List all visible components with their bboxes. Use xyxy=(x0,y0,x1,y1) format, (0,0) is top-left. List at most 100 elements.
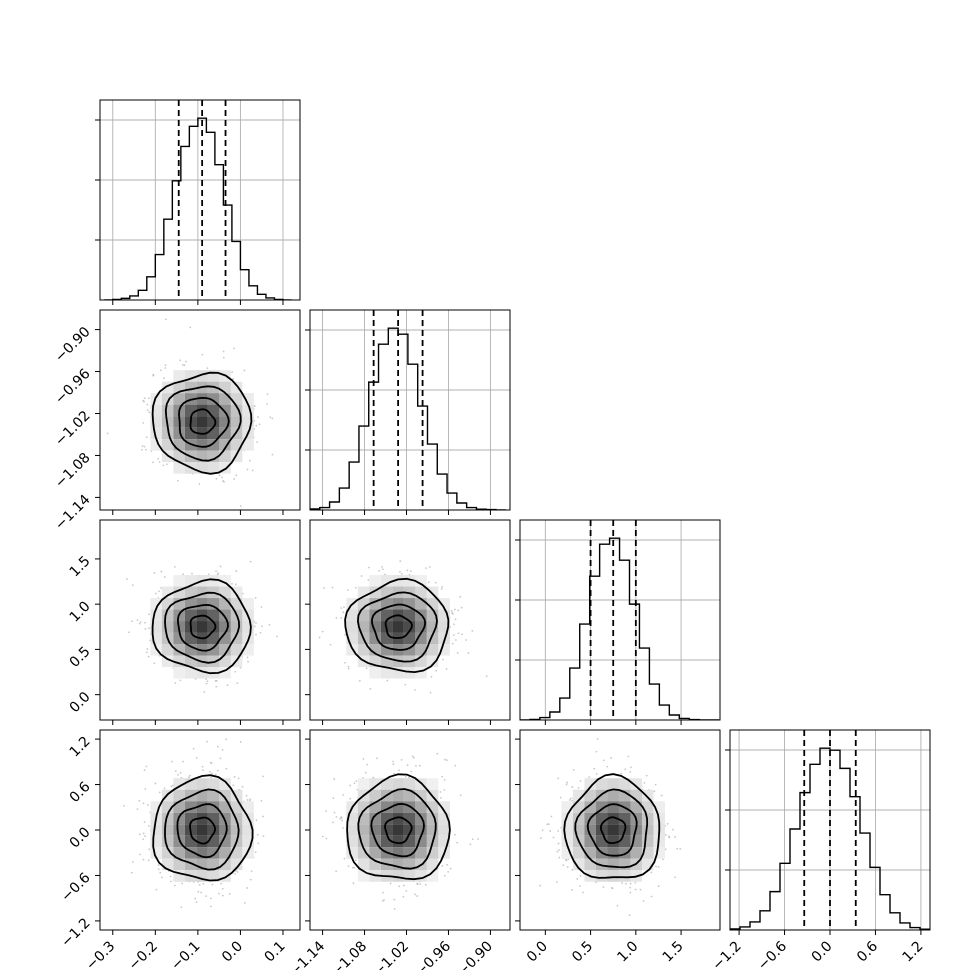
sample-point xyxy=(261,625,263,628)
density-cell xyxy=(173,586,185,599)
sample-point xyxy=(342,611,345,614)
density-cell xyxy=(161,858,174,871)
sample-point xyxy=(410,770,413,773)
contour-0 xyxy=(384,614,413,639)
density-cell xyxy=(369,847,381,859)
sample-point xyxy=(376,757,378,760)
x-tick-label: 0.0 xyxy=(809,938,836,965)
density-cell xyxy=(618,847,631,859)
sample-point xyxy=(414,689,416,691)
sample-point xyxy=(147,859,150,862)
sample-point xyxy=(567,858,570,861)
density-cell xyxy=(438,812,450,825)
sample-point xyxy=(146,403,149,406)
sample-point xyxy=(335,815,338,818)
density-cell xyxy=(207,824,220,836)
sample-point xyxy=(347,865,350,868)
sample-point xyxy=(143,821,146,823)
sample-point xyxy=(655,865,657,868)
density-cell xyxy=(150,439,162,451)
density-cell xyxy=(173,835,185,848)
sample-point xyxy=(214,773,217,776)
sample-point xyxy=(411,755,414,758)
sample-point xyxy=(142,858,145,861)
density-cell xyxy=(369,621,381,633)
y-tick-label: −1.02 xyxy=(52,408,94,450)
density-cell xyxy=(595,801,608,813)
sample-point xyxy=(666,822,669,825)
density-cell xyxy=(184,404,197,417)
y-tick-label: 0.6 xyxy=(67,779,94,806)
sample-point xyxy=(173,884,176,887)
density-cell xyxy=(403,621,416,633)
sample-point xyxy=(179,771,182,774)
sample-point xyxy=(362,757,365,760)
sample-point xyxy=(106,432,109,435)
density-cell xyxy=(426,644,439,656)
sample-point xyxy=(231,582,233,585)
sample-point xyxy=(457,632,460,635)
contour-1 xyxy=(586,803,638,857)
sample-point xyxy=(155,888,158,891)
density-cell xyxy=(184,835,197,848)
sample-point xyxy=(384,573,386,576)
histogram-1 xyxy=(310,327,506,510)
y-tick-label: 0.0 xyxy=(67,824,94,851)
density-cell xyxy=(653,801,665,813)
sample-point xyxy=(410,570,412,573)
density-cell xyxy=(415,644,427,656)
sample-point xyxy=(568,799,571,801)
sample-point xyxy=(365,667,368,670)
x-tick-label: −0.3 xyxy=(83,938,118,970)
density-cell xyxy=(161,404,174,417)
density-cell xyxy=(196,370,208,382)
sample-point xyxy=(179,679,182,682)
density-cell xyxy=(219,427,231,440)
density-cell xyxy=(219,439,231,451)
density-cell xyxy=(426,632,439,645)
density-cell xyxy=(207,450,220,463)
sample-point xyxy=(147,825,150,827)
sample-point xyxy=(206,740,208,743)
sample-point xyxy=(165,463,168,466)
density-cell xyxy=(595,778,608,790)
sample-point xyxy=(146,804,149,806)
panel-1-1 xyxy=(305,309,511,515)
density-cell xyxy=(392,835,404,848)
sample-point xyxy=(144,621,146,624)
sample-point xyxy=(459,595,462,598)
sample-point xyxy=(430,675,433,678)
sample-point xyxy=(152,461,154,464)
density-cell xyxy=(653,847,665,859)
density-cell xyxy=(403,812,416,825)
density-cell xyxy=(161,393,174,405)
sample-point xyxy=(262,835,265,838)
sample-point xyxy=(157,868,160,870)
sample-point xyxy=(235,870,237,872)
y-tick-label: −0.90 xyxy=(52,324,94,366)
sample-point xyxy=(138,799,141,802)
sample-point xyxy=(142,421,145,424)
density-cell xyxy=(618,789,631,802)
density-cell xyxy=(584,847,596,859)
sample-point xyxy=(340,607,343,609)
panel-3-3: −1.2 −0.6 0.0 0.6 1.2 xyxy=(709,729,931,970)
sample-point xyxy=(131,861,134,863)
density-cell xyxy=(219,847,231,859)
sample-point xyxy=(239,666,242,669)
sample-point xyxy=(152,373,155,376)
density-cell xyxy=(173,778,185,790)
density-cell xyxy=(230,416,243,428)
density-cell xyxy=(196,824,208,836)
panel-0-0 xyxy=(95,99,301,305)
sample-point xyxy=(332,821,334,824)
density-cell xyxy=(380,655,393,668)
sample-point xyxy=(342,793,345,796)
sample-point xyxy=(541,829,544,832)
sample-point xyxy=(249,878,252,881)
density-cell xyxy=(230,439,243,451)
sample-point xyxy=(465,639,467,641)
sample-point xyxy=(192,747,195,750)
sample-point xyxy=(181,363,184,366)
sample-point xyxy=(340,617,343,619)
